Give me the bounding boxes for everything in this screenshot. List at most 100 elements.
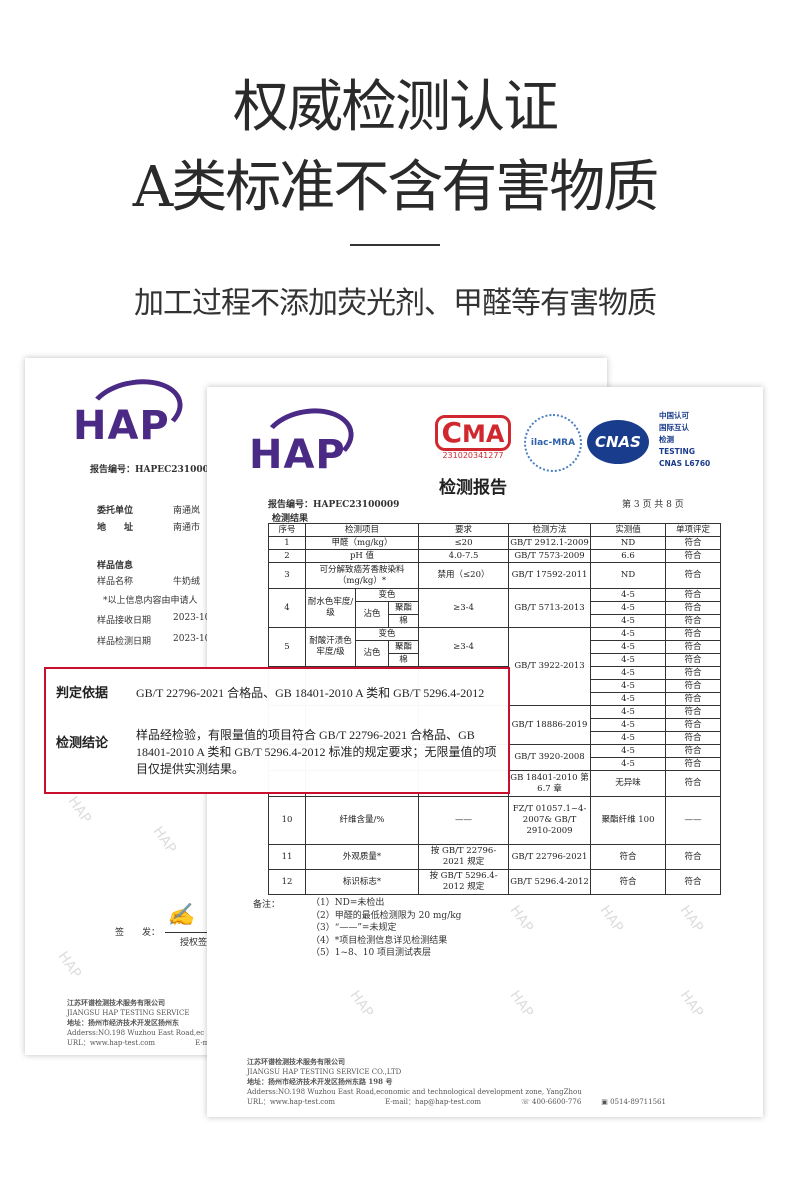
table-row: 5 耐酸汗渍色牢度/级 变色 ≥3-4 GB/T 3922-2013 4-5 符合 — [268, 627, 722, 706]
cnas-line: CNAS L6760 — [659, 459, 711, 468]
cell: ND — [590, 536, 667, 550]
cell: 符合 — [590, 869, 667, 895]
cell: 符合 — [665, 601, 722, 615]
footer-url: URL：www.hap-test.com — [247, 1098, 336, 1106]
cell: GB/T 17592-2011 — [508, 562, 592, 589]
basis-text: GB/T 22796-2021 合格品、GB 18401-2010 A 类和 G… — [136, 686, 485, 700]
table-row: 10 纤维含量/% —— FZ/T 01057.1~4-2007& GB/T 2910… — [268, 796, 722, 845]
watermark: HAP — [676, 902, 707, 936]
report-number: 报告编号：HAPEC23100009 — [268, 500, 400, 510]
cell: 4-5 — [590, 757, 667, 771]
sample-name-label: 样品名称 — [97, 577, 134, 587]
headline-line1: 权威检测认证 — [233, 75, 559, 140]
cell: 变色 — [354, 588, 420, 602]
cell: 11 — [268, 844, 306, 870]
cell: 耐酸汗渍色牢度/级 — [305, 627, 356, 667]
footer-fax: 0514-89711561 — [610, 1098, 666, 1106]
cell: 符合 — [665, 627, 722, 641]
cell: 4-5 — [590, 679, 667, 693]
cell: 标识标志* — [304, 869, 420, 895]
cell: 符合 — [665, 679, 722, 693]
cell: 按 GB/T 5296.4-2012 规定 — [418, 869, 510, 895]
hap-logo: HAP — [249, 432, 346, 478]
note: （1）ND=未检出 — [311, 898, 385, 908]
cell: 6.6 — [590, 549, 667, 563]
cell: 符合 — [665, 869, 722, 895]
signature: ✍ — [167, 903, 195, 928]
phone-icon: ☏ — [521, 1098, 533, 1106]
cnas-text: 中国认可 国际互认 检测 TESTING CNAS L6760 — [659, 410, 710, 470]
cell: 符合 — [665, 718, 722, 732]
authorized-label: 授权签 — [180, 938, 208, 948]
table-row: 4 耐水色牢度/级 变色 ≥3-4 GB/T 5713-2013 4-5 符合 — [268, 588, 722, 628]
cell: 4-5 — [590, 627, 667, 641]
headline-line2: A类标准不含有害物质 — [132, 155, 659, 220]
cell: 符合 — [665, 744, 722, 758]
cell: FZ/T 01057.1~4-2007& GB/T 2910-2009 — [508, 796, 592, 845]
th: 序号 — [268, 523, 306, 537]
conclusion-text: 样品经检验，有限量值的项目符合 GB/T 22796-2021 合格品、GB 1… — [136, 728, 497, 776]
footer-email: E-m — [195, 1039, 210, 1047]
info-note: *以上信息内容由申请人 — [103, 596, 198, 606]
ilac-mra-logo: ilac-MRA — [524, 414, 582, 472]
cell: ≥3-4 — [418, 588, 510, 628]
cell: GB/T 18886-2019 — [508, 705, 592, 745]
cell: 聚酯纤维 100 — [590, 796, 667, 845]
th: 要求 — [418, 523, 510, 537]
cell: GB/T 22796-2021 — [508, 844, 592, 870]
th: 检测项目 — [304, 523, 420, 537]
cell: ≥3-4 — [418, 627, 510, 667]
table-header: 序号 检测项目 要求 检测方法 实测值 单项评定 — [268, 523, 722, 537]
cell: 聚酯 — [387, 601, 420, 615]
cell: 符合 — [665, 536, 722, 550]
page-indicator: 第 3 页 共 8 页 — [622, 500, 684, 510]
cell: 10 — [268, 796, 306, 845]
watermark: HAP — [149, 823, 180, 857]
cell: 符合 — [665, 614, 722, 628]
cell: 变色 — [354, 627, 420, 641]
cell: —— — [665, 796, 722, 845]
cell: 符合 — [665, 653, 722, 667]
footer-company-en: JIANGSU HAP TESTING SERVICE — [67, 1009, 190, 1017]
cell: 耐水色牢度/级 — [305, 588, 356, 628]
cell: 符合 — [665, 770, 722, 797]
footer-company-cn: 江苏环谱检测技术服务有限公司 — [247, 1057, 345, 1066]
cnas-line: 检测 — [659, 435, 674, 444]
th: 实测值 — [590, 523, 667, 537]
section-title: 检测结果 — [272, 514, 309, 524]
note: （5）1~8、10 项目测试表层 — [311, 948, 432, 958]
cell: 符合 — [665, 640, 722, 654]
cnas-line: TESTING — [659, 447, 695, 456]
report-title: 检测报告 — [439, 478, 507, 498]
basis-label: 判定依据 — [56, 686, 109, 701]
watermark: HAP — [506, 987, 537, 1021]
cell: 符合 — [665, 562, 722, 589]
notes: （1）ND=未检出 （2）甲醛的最低检测限为 20 mg/kg （3）“——”=… — [311, 897, 461, 960]
cell: 禁用（≤20） — [418, 562, 510, 589]
table-row: 2 pH 值 4.0-7.5 GB/T 7573-2009 6.6 符合 — [268, 549, 722, 563]
cma-number: 231020341277 — [442, 451, 504, 460]
cell: 外观质量* — [304, 844, 420, 870]
cell: 沾色 — [355, 601, 389, 628]
table-row: 1 甲醛（mg/kg） ≤20 GB/T 2912.1-2009 ND 符合 — [268, 536, 722, 550]
address-value: 南通市 — [173, 523, 201, 533]
cell: GB/T 7573-2009 — [508, 549, 592, 563]
cell: 沾色 — [355, 640, 389, 667]
watermark: HAP — [596, 902, 627, 936]
note: （2）甲醛的最低检测限为 20 mg/kg — [311, 910, 462, 921]
cma-text: MA — [462, 420, 505, 448]
sample-info-heading: 样品信息 — [97, 561, 134, 571]
watermark: HAP — [346, 987, 377, 1021]
note: （4）*项目检测信息详见检测结果 — [311, 935, 448, 946]
cell: ND — [590, 562, 667, 589]
cell: 符合 — [665, 705, 722, 719]
footer-address: 地址：扬州市经济技术开发区扬州东路 198 号 — [247, 1077, 393, 1086]
cell: 1 — [268, 536, 306, 550]
cell: 符合 — [665, 666, 722, 680]
client-value: 南通岚 — [173, 506, 201, 516]
sample-name-value: 牛奶绒 — [173, 577, 201, 587]
cell: 3 — [268, 562, 306, 589]
cell: pH 值 — [304, 549, 420, 563]
client-label: 委托单位 — [97, 506, 134, 516]
cell: 5 — [268, 627, 306, 667]
